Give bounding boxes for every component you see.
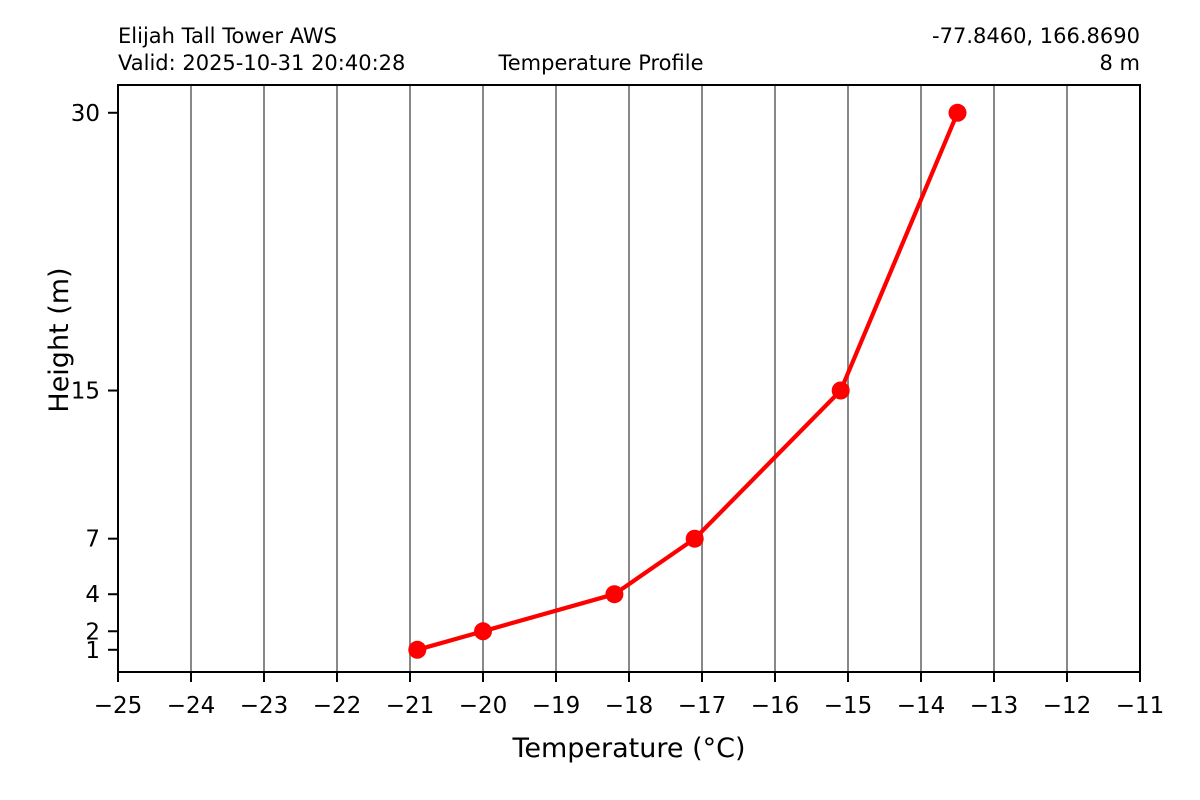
y-tick-label: 15 <box>71 379 100 405</box>
y-tick-label: 30 <box>71 101 100 127</box>
x-tick-label: −14 <box>897 693 946 719</box>
data-point-marker <box>948 103 967 122</box>
y-tick-label: 1 <box>85 638 100 664</box>
chart-title: Temperature Profile <box>498 51 704 75</box>
y-tick-label: 7 <box>85 527 100 553</box>
profile-line <box>415 110 960 652</box>
x-tick-label: −12 <box>1043 693 1092 719</box>
axis-ticks: −25 −24 −23 −22 −21 −20 −19 −18 −17 −16 −15 −14 −13−… <box>71 101 1165 719</box>
valid-time: Valid: 2025-10-31 20:40:28 <box>118 51 405 75</box>
gridlines <box>117 85 1141 672</box>
x-tick-label: −21 <box>386 693 435 719</box>
x-axis-label: Temperature (°C) <box>511 733 745 764</box>
station-name: Elijah Tall Tower AWS <box>118 24 337 48</box>
y-tick-label: 2 <box>85 619 100 645</box>
data-point-marker <box>605 585 624 604</box>
x-tick-label: −19 <box>532 693 581 719</box>
data-point-marker <box>408 640 427 659</box>
temperature-series <box>408 103 967 659</box>
data-point-marker <box>685 529 704 548</box>
data-point-marker <box>474 622 492 641</box>
y-axis-label: Height (m) <box>44 267 75 412</box>
x-tick-label: −18 <box>605 693 654 719</box>
y-tick-label: 4 <box>85 582 100 608</box>
plot-border <box>117 84 1141 673</box>
x-tick-label: −24 <box>167 693 216 719</box>
station-coordinates: -77.8460, 166.8690 <box>932 24 1140 48</box>
x-tick-label: −11 <box>1116 693 1165 719</box>
x-tick-label: −23 <box>240 693 289 719</box>
x-tick-label: −22 <box>313 693 362 719</box>
x-tick-label: −17 <box>678 693 727 719</box>
x-tick-label: −13 <box>970 693 1019 719</box>
x-tick-label: −16 <box>751 693 800 719</box>
data-point-marker <box>831 381 850 400</box>
x-tick-label: −15 <box>824 693 873 719</box>
station-elevation: 8 m <box>1100 51 1141 75</box>
x-tick-label: −25 <box>94 693 143 719</box>
x-tick-label: −20 <box>459 693 508 719</box>
